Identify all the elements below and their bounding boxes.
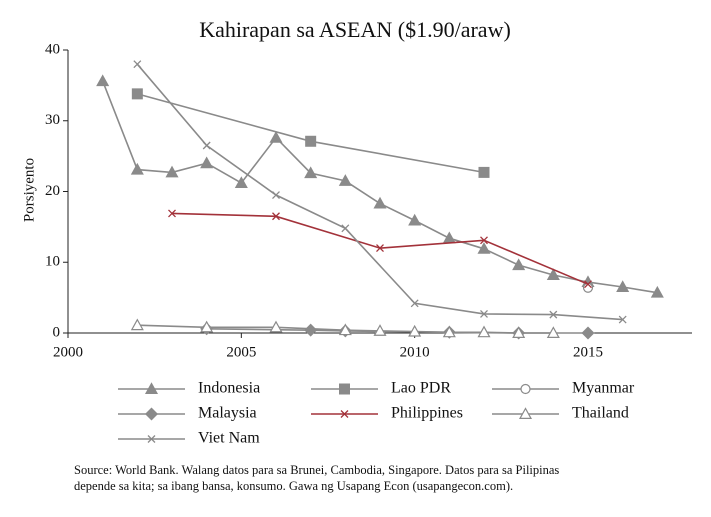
y-tick-label: 40 [45,41,60,57]
marker [480,236,488,245]
marker [96,74,110,87]
marker [512,326,526,338]
marker [546,326,560,338]
marker [442,325,456,338]
note: depende sa kita; sa ibang bansa, konsumo… [74,479,513,493]
marker [616,280,630,293]
marker [581,326,595,340]
marker [200,156,214,169]
marker [130,318,144,331]
legend-label: Viet Nam [198,430,260,447]
y-tick-label: 0 [53,324,61,340]
marker [549,310,558,319]
legend-item: Philippines [311,405,463,422]
marker [408,324,422,337]
legend-label: Malaysia [198,405,257,422]
marker [618,315,627,324]
marker [410,299,419,308]
marker [373,324,387,336]
marker [304,323,318,337]
series-line [137,324,554,334]
legend-label: Myanmar [572,380,635,397]
marker [269,320,283,333]
y-tick-label: 20 [45,183,60,199]
legend-label: Indonesia [198,380,260,397]
legend-marker [339,383,350,395]
marker [478,166,490,178]
marker [304,166,318,179]
marker [234,176,248,189]
marker [442,231,456,244]
marker [202,141,211,150]
legend-item: Viet Nam [118,430,260,447]
marker [650,285,664,298]
y-tick-label: 10 [45,254,60,270]
marker [341,224,350,233]
legend-item: Myanmar [492,380,635,397]
marker [168,209,176,218]
legend-label: Philippines [391,405,463,422]
marker [546,268,560,280]
marker [582,282,594,293]
y-tick-label: 30 [45,112,60,128]
marker [477,325,491,338]
x-tick-label: 2010 [400,344,430,360]
series-line [137,93,485,174]
series-line [101,80,658,294]
marker [200,320,214,333]
legend-marker [520,383,531,395]
legend-marker [145,407,158,421]
marker [373,196,387,209]
y-axis-label: Porsiyento [21,158,37,222]
marker [584,280,592,289]
marker [269,130,283,143]
marker [305,135,317,147]
marker [477,242,491,254]
x-tick-label: 2005 [226,344,256,360]
marker [338,174,352,186]
series-line [136,63,623,321]
legend-item: Thailand [492,405,629,422]
marker [272,212,280,221]
legend-marker [340,410,349,418]
x-tick-label: 2000 [53,344,83,360]
marker [512,258,526,271]
note: Source: World Bank. Walang datos para sa… [74,463,559,477]
legend-label: Lao PDR [391,380,451,397]
legend-marker [147,435,156,443]
legend-item: Indonesia [118,380,260,397]
legend-label: Thailand [572,405,629,422]
marker [272,191,280,199]
legend-marker [518,407,533,419]
marker [165,165,179,178]
marker [131,88,143,100]
marker [133,60,142,69]
marker [376,244,384,253]
marker [480,309,488,318]
marker [338,323,352,336]
x-tick-label: 2015 [573,344,603,360]
marker [130,162,144,175]
chart-title: Kahirapan sa ASEAN ($1.90/araw) [199,17,511,42]
marker [408,213,422,226]
legend-item: Lao PDR [311,380,451,397]
legend-marker [144,382,159,394]
legend-item: Malaysia [118,405,257,422]
